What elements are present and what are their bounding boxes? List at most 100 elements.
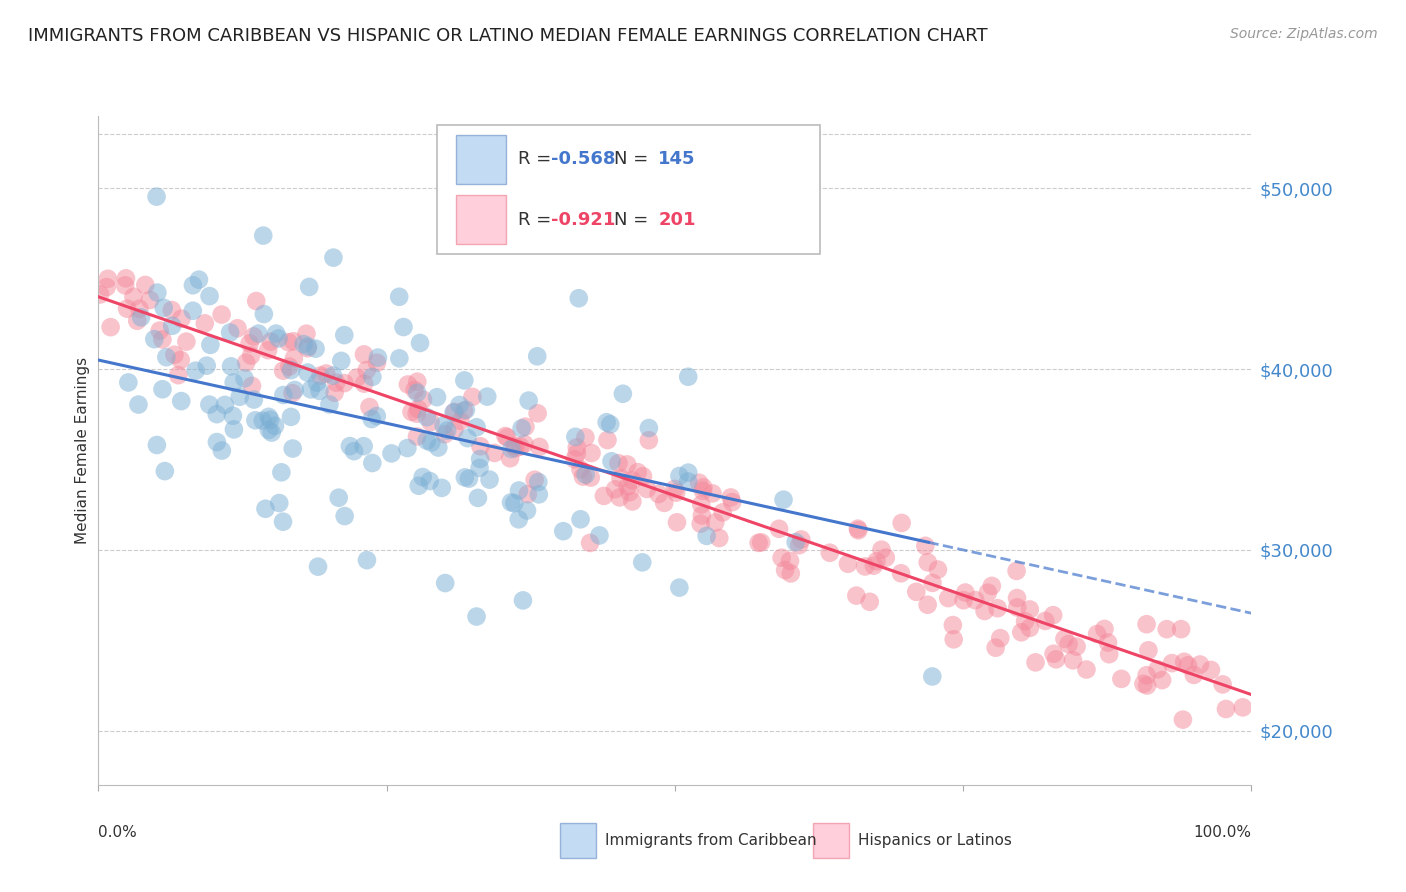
Point (163, 348, 186, 362)
Point (568, 291, 591, 305)
Point (942, 618, 965, 632)
Point (228, 390, 250, 404)
Point (565, 441, 588, 455)
Point (361, 456, 384, 470)
Point (240, 379, 263, 393)
Point (1005, 564, 1028, 578)
Point (468, 461, 491, 475)
Point (513, 437, 536, 451)
Point (343, 444, 366, 458)
Point (779, 566, 801, 581)
Point (574, 430, 596, 444)
Point (1171, 713, 1194, 727)
Point (226, 321, 249, 335)
Point (870, 542, 893, 557)
Point (449, 398, 471, 412)
Point (330, 354, 353, 368)
Point (512, 593, 534, 607)
Point (96, 280, 118, 294)
Point (616, 479, 638, 493)
Point (848, 523, 870, 537)
Point (222, 409, 245, 423)
Point (569, 462, 592, 476)
Point (496, 430, 519, 444)
Point (152, 333, 174, 347)
Point (845, 589, 868, 603)
Point (359, 400, 381, 414)
Point (619, 485, 641, 500)
Point (1161, 656, 1184, 670)
Point (588, 528, 610, 542)
Point (516, 503, 538, 517)
Point (678, 466, 700, 480)
Point (257, 343, 280, 358)
Point (146, 285, 169, 300)
Point (965, 593, 987, 607)
Point (267, 331, 290, 345)
Point (152, 301, 174, 315)
Point (1045, 652, 1067, 666)
Point (401, 405, 423, 419)
Point (508, 512, 530, 526)
Text: -0.568: -0.568 (551, 151, 616, 169)
Point (790, 533, 813, 547)
Point (115, 271, 138, 285)
Point (284, 383, 307, 397)
Point (252, 414, 274, 428)
Point (581, 446, 603, 460)
Point (443, 423, 465, 437)
Point (501, 442, 523, 456)
Point (222, 422, 245, 436)
Point (709, 531, 731, 545)
Point (170, 311, 193, 326)
Point (242, 329, 264, 343)
Point (1136, 668, 1159, 682)
Point (638, 421, 661, 435)
Point (770, 550, 793, 565)
Point (353, 347, 375, 361)
Point (89, 287, 111, 301)
Point (647, 487, 669, 501)
Point (1177, 658, 1199, 673)
Point (470, 439, 492, 453)
Point (627, 465, 650, 479)
Point (181, 278, 204, 293)
Point (114, 278, 136, 293)
Point (631, 469, 654, 483)
Point (454, 402, 477, 417)
Point (689, 516, 711, 531)
Point (942, 632, 965, 647)
Point (278, 359, 301, 374)
Point (198, 398, 221, 412)
Point (478, 473, 501, 487)
Point (1042, 647, 1064, 661)
Point (430, 481, 453, 495)
Point (380, 446, 402, 460)
Point (333, 376, 356, 390)
Point (214, 398, 236, 412)
Point (787, 538, 810, 552)
Point (454, 470, 477, 484)
Point (167, 368, 190, 383)
Point (596, 433, 619, 447)
Point (637, 434, 659, 448)
Point (984, 640, 1007, 655)
Point (211, 308, 233, 322)
Point (195, 359, 218, 373)
Point (1170, 622, 1192, 636)
Point (304, 342, 326, 356)
Point (1212, 677, 1234, 691)
Point (665, 516, 688, 530)
Point (239, 336, 262, 351)
Point (565, 446, 588, 460)
Point (688, 475, 710, 490)
Point (987, 601, 1010, 615)
Text: N =: N = (614, 211, 654, 228)
Point (1042, 608, 1064, 623)
Point (134, 277, 156, 292)
Point (443, 405, 465, 419)
Point (499, 495, 522, 509)
Point (406, 385, 429, 400)
Text: 145: 145 (658, 151, 696, 169)
Point (575, 467, 598, 482)
